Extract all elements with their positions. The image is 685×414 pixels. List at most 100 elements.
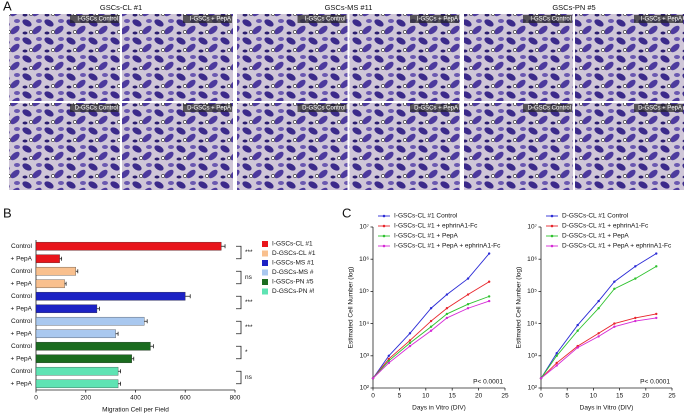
group-title: GSCs-MS #11 bbox=[325, 3, 373, 12]
x-tick-label: 0 bbox=[371, 393, 375, 400]
legend-label: D-GSCs-CL #1 + ephrinA1-Fc bbox=[562, 223, 649, 230]
legend-marker bbox=[382, 234, 386, 238]
significance-bracket bbox=[236, 345, 242, 360]
micrograph bbox=[464, 103, 573, 190]
point bbox=[555, 354, 558, 357]
y-tick-label: 10⁷ bbox=[527, 224, 537, 231]
point bbox=[613, 322, 616, 325]
point bbox=[655, 252, 658, 255]
y-tick-label: 10⁶ bbox=[527, 256, 537, 263]
panel-letter: C bbox=[342, 205, 351, 220]
image-label: D-GSCs Control bbox=[75, 106, 118, 112]
y-tick-label: 10³ bbox=[528, 353, 538, 360]
micrograph bbox=[237, 14, 348, 101]
micrograph bbox=[575, 103, 684, 190]
y-tick-label: + PepA bbox=[10, 355, 32, 362]
point bbox=[429, 319, 433, 323]
bar bbox=[35, 254, 60, 264]
micrograph bbox=[349, 103, 460, 190]
legend-label: D-GSCs-PN #! bbox=[272, 288, 315, 295]
legend-label: D-GSCs-CL #1 Control bbox=[562, 213, 629, 220]
bar bbox=[35, 279, 65, 289]
y-tick-label: Control bbox=[11, 318, 33, 325]
point bbox=[634, 265, 637, 268]
image-label: D-GSCs + PepA bbox=[414, 106, 458, 112]
y-tick-label: 10² bbox=[528, 385, 538, 392]
legend-swatch bbox=[262, 260, 268, 266]
point bbox=[539, 377, 543, 380]
point bbox=[613, 325, 616, 328]
point bbox=[597, 335, 600, 338]
bar bbox=[35, 379, 119, 389]
point bbox=[466, 303, 470, 306]
x-tick-label: 600 bbox=[180, 395, 191, 402]
point bbox=[445, 312, 449, 316]
significance-bracket bbox=[236, 370, 242, 385]
significance-label: ns bbox=[245, 274, 253, 281]
micrograph-panel: GSCs-CL #1 I-GSCs Control I-GSCs + PepA D-G… bbox=[9, 3, 684, 190]
x-tick-label: 5 bbox=[565, 393, 569, 400]
point bbox=[555, 352, 558, 355]
micrograph bbox=[122, 103, 233, 190]
y-tick-label: 10⁴ bbox=[527, 320, 537, 327]
bar bbox=[35, 341, 151, 351]
significance-bracket bbox=[236, 270, 242, 285]
legend-swatch bbox=[262, 269, 268, 276]
x-tick-label: 25 bbox=[501, 393, 509, 400]
image-label: I-GSCs + PepA bbox=[190, 17, 231, 23]
point bbox=[408, 339, 412, 342]
series-line bbox=[540, 313, 657, 379]
image-label-bg bbox=[183, 15, 232, 23]
y-tick-label: Control bbox=[11, 268, 33, 275]
micrograph bbox=[9, 14, 120, 101]
y-tick-label: 10⁵ bbox=[359, 288, 369, 295]
legend-marker bbox=[550, 234, 554, 238]
y-tick-label: 10⁶ bbox=[359, 256, 369, 263]
image-label-bg bbox=[634, 15, 683, 23]
series-line bbox=[540, 253, 657, 379]
point bbox=[634, 316, 637, 320]
legend-swatch bbox=[262, 279, 268, 285]
significance-label: *** bbox=[245, 324, 253, 331]
point bbox=[466, 307, 470, 310]
y-tick-label: 10⁵ bbox=[527, 288, 537, 295]
legend-label: I-GSCs-CL #1 + PepA bbox=[394, 233, 459, 240]
significance-label: *** bbox=[245, 249, 253, 256]
bar bbox=[35, 241, 222, 251]
point bbox=[576, 323, 579, 327]
legend-label: D-GSCs-CL #1 bbox=[272, 250, 316, 257]
x-tick-label: 800 bbox=[230, 395, 241, 402]
point bbox=[429, 307, 433, 310]
micrograph bbox=[349, 14, 460, 101]
point bbox=[487, 252, 491, 255]
legend-swatch bbox=[262, 241, 268, 247]
point bbox=[387, 357, 391, 361]
significance-bracket bbox=[236, 245, 242, 260]
point bbox=[408, 341, 412, 345]
series-line bbox=[372, 300, 490, 379]
point bbox=[445, 316, 449, 320]
significance-bracket bbox=[236, 295, 242, 310]
y-tick-label: + PepA bbox=[10, 305, 32, 312]
group-title: GSCs-CL #1 bbox=[100, 3, 142, 12]
legend-marker bbox=[550, 224, 554, 228]
legend-marker bbox=[382, 224, 386, 228]
image-label-bg bbox=[70, 15, 119, 23]
legend-swatch bbox=[262, 250, 268, 257]
point bbox=[387, 359, 391, 362]
image-label: D-GSCs + PepA bbox=[638, 106, 682, 112]
significance-label: * bbox=[245, 349, 248, 356]
y-tick-label: 10³ bbox=[360, 353, 370, 360]
x-tick-label: 0 bbox=[34, 395, 38, 402]
bar bbox=[35, 329, 116, 339]
point bbox=[429, 325, 433, 328]
point bbox=[597, 307, 600, 310]
y-tick-label: Control bbox=[11, 343, 33, 350]
annotation: P< 0.0001 bbox=[473, 379, 503, 386]
point bbox=[613, 287, 616, 291]
point bbox=[597, 332, 600, 335]
point bbox=[634, 319, 637, 323]
point bbox=[408, 344, 412, 348]
